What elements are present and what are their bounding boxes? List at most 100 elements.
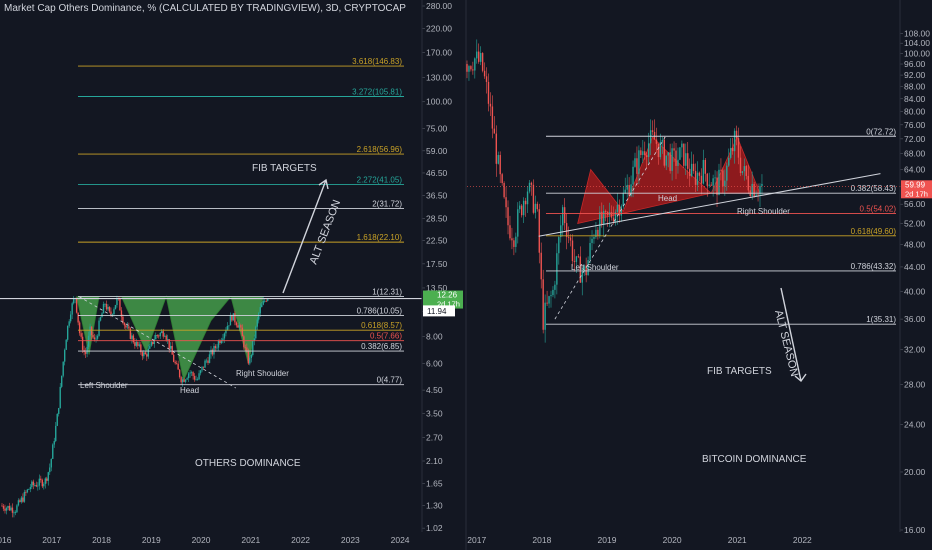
candle-body	[253, 338, 255, 341]
candle-body	[237, 325, 239, 328]
candle-body	[17, 500, 20, 506]
candle-body	[698, 172, 701, 176]
x-tick-label: 2016	[0, 535, 12, 545]
candle-body	[120, 310, 123, 317]
y-tick-label: 8.00	[426, 332, 443, 342]
y-tick-label: 72.00	[904, 134, 926, 144]
candle-body	[137, 341, 139, 346]
candle-body	[256, 319, 258, 327]
candle-body	[532, 184, 535, 213]
candle-body	[499, 155, 501, 175]
candle-body	[483, 70, 486, 77]
candle-body	[526, 191, 529, 205]
candle-body	[255, 326, 257, 339]
candle-body	[69, 314, 72, 322]
x-tick-label: 2018	[92, 535, 111, 545]
x-tick-label: 2017	[467, 535, 486, 545]
candle-body	[175, 363, 178, 365]
rising-trendline	[538, 173, 881, 237]
candle-body	[87, 335, 90, 347]
candle-body	[126, 326, 129, 328]
fib-level-label: 0.786(10.05)	[357, 306, 403, 315]
fib-level-label: 0.382(58.43)	[851, 184, 897, 193]
candle-body	[86, 346, 88, 354]
candle-body	[240, 325, 242, 328]
alt-season-arrowhead	[318, 178, 329, 190]
candle-body	[159, 332, 161, 337]
candle-body	[556, 253, 558, 285]
head-label: Head	[180, 386, 199, 395]
right-shoulder-label: Right Shoulder	[236, 369, 289, 378]
candle-body	[66, 325, 69, 340]
candle-body	[132, 335, 135, 343]
y-tick-label: 28.50	[426, 213, 448, 223]
candle-body	[46, 478, 48, 481]
candle-body	[569, 237, 572, 241]
fib-level-label: 1(35.31)	[866, 315, 896, 324]
y-tick-label: 4.50	[426, 385, 443, 395]
y-tick-label: 16.00	[904, 525, 926, 535]
bitcoin-dominance-label: BITCOIN DOMINANCE	[702, 454, 807, 465]
candle-body	[131, 335, 133, 339]
candle-body	[247, 351, 250, 364]
x-tick-label: 2021	[728, 535, 747, 545]
candle-body	[180, 377, 182, 383]
candle-body	[708, 184, 710, 186]
y-tick-label: 36.00	[904, 314, 926, 324]
candle-body	[26, 489, 29, 493]
candle-body	[630, 184, 632, 196]
y-tick-label: 32.00	[904, 345, 926, 355]
candle-body	[507, 207, 509, 226]
candle-body	[646, 155, 648, 158]
candle-body	[144, 352, 147, 355]
candle-body	[107, 306, 109, 310]
candle-body	[198, 373, 200, 380]
candle-body	[515, 236, 517, 247]
candle-body	[735, 130, 738, 139]
candle-body	[728, 157, 730, 166]
candle-body	[585, 265, 587, 276]
x-tick-label: 2024	[391, 535, 410, 545]
candle-body	[558, 237, 560, 254]
candle-body	[716, 177, 718, 196]
candle-body	[37, 485, 39, 487]
candle-body	[706, 173, 708, 186]
candle-body	[228, 325, 230, 327]
candle-body	[220, 340, 223, 343]
candle-body	[675, 150, 677, 166]
y-tick-label: 28.00	[904, 379, 926, 389]
fib-level-label: 2.618(56.96)	[357, 145, 403, 154]
candle-body	[52, 444, 54, 459]
candle-body	[244, 347, 247, 349]
candle-body	[158, 335, 160, 337]
candle-body	[642, 151, 644, 156]
candle-body	[265, 300, 267, 302]
candle-body	[189, 372, 191, 374]
candle-body	[739, 157, 742, 174]
candle-body	[177, 363, 179, 370]
candle-body	[199, 370, 202, 374]
candle-body	[724, 180, 726, 187]
candle-body	[751, 183, 753, 197]
candle-body	[201, 366, 203, 371]
candle-body	[638, 150, 640, 174]
y-tick-label: 68.00	[904, 149, 926, 159]
candle-body	[720, 169, 722, 171]
candle-body	[147, 348, 149, 357]
candle-body	[249, 357, 251, 364]
candle-body	[653, 131, 656, 140]
candle-body	[190, 372, 193, 374]
candle-body	[217, 340, 220, 348]
candle-body	[659, 141, 662, 158]
y-tick-label: 220.00	[426, 23, 452, 33]
candle-body	[710, 184, 712, 186]
candle-body	[167, 339, 169, 340]
candle-body	[171, 345, 173, 355]
candle-body	[41, 480, 44, 487]
right-shoulder-label: Right Shoulder	[737, 207, 790, 216]
candle-body	[552, 289, 554, 296]
candle-body	[84, 352, 87, 354]
candle-body	[55, 425, 57, 442]
candle-body	[669, 152, 671, 171]
